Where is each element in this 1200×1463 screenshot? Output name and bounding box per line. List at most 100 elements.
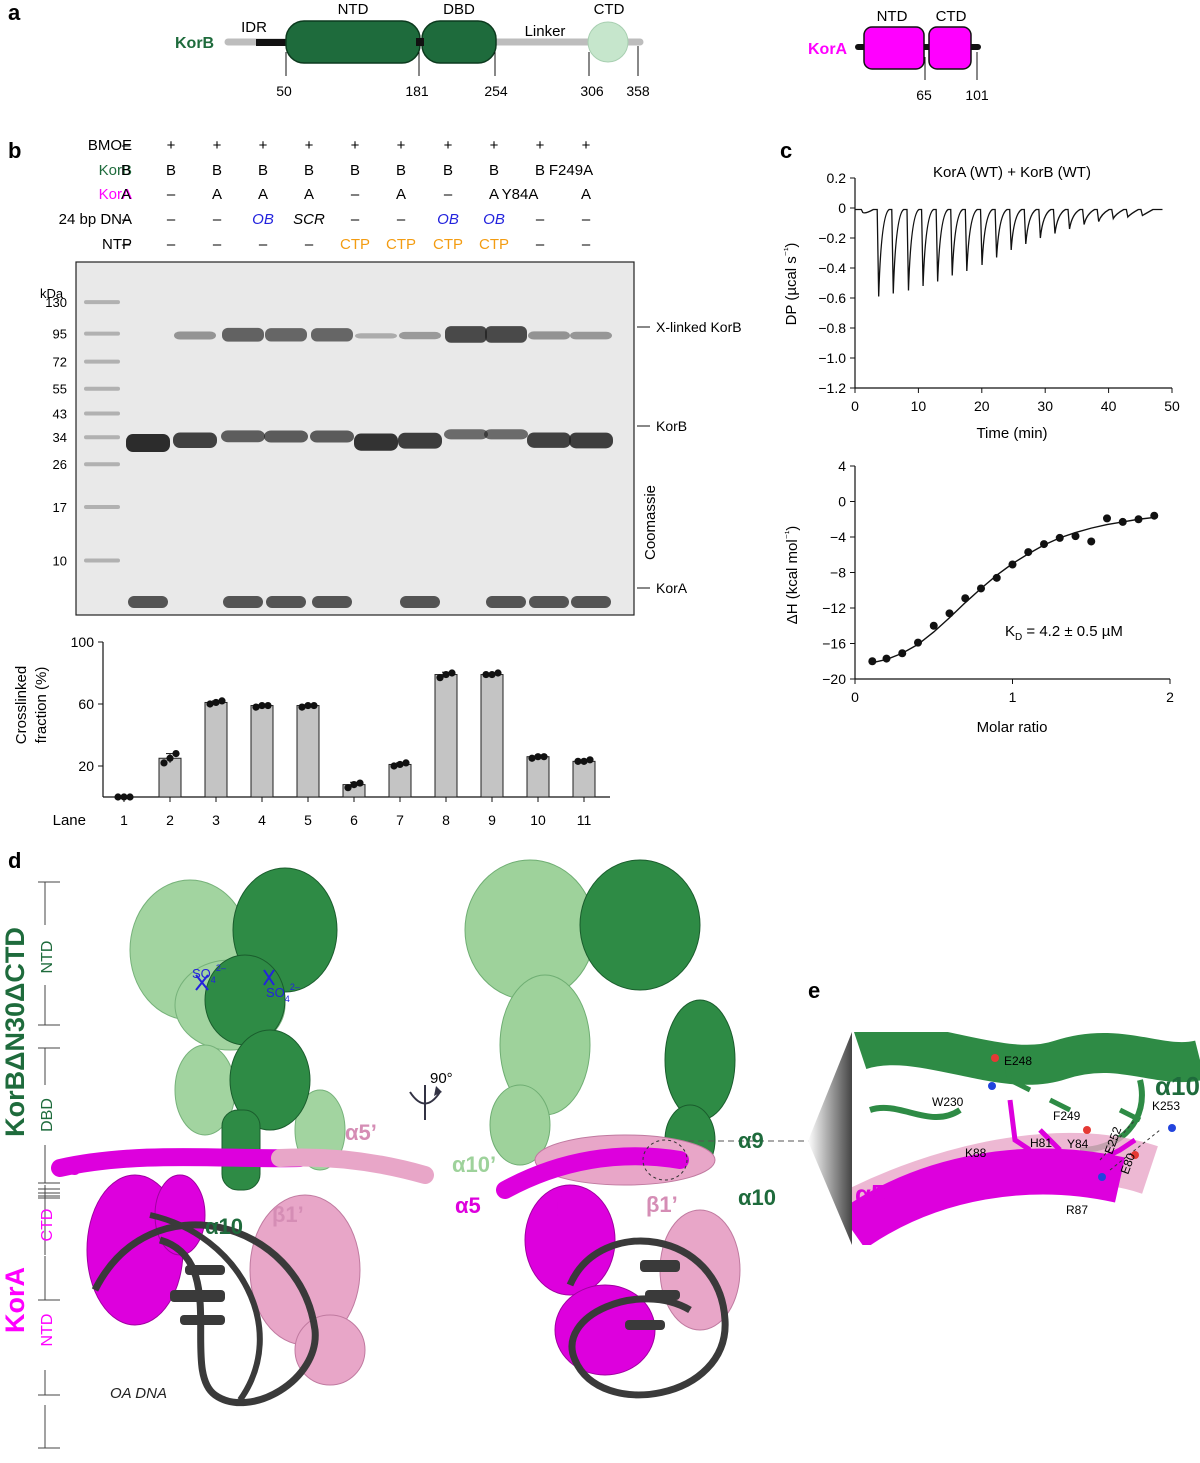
iso-xtick-label-0: 0 [851,689,859,705]
cond-ntp-5: – [305,236,314,253]
bar-lane-7 [388,763,412,798]
cond-ntp-10: – [536,236,545,253]
bar-lane-10 [526,756,550,798]
iso-point-6 [945,609,954,618]
iso-point-2 [882,654,891,663]
bar-xtick-label-4: 4 [258,812,266,828]
iso-point-1 [868,657,877,666]
cond-kora-1: A [121,186,131,203]
rotation-indicator: 90° [409,1070,453,1120]
bar-ytick-label-60: 60 [78,696,94,712]
bar-lane-9 [480,674,504,798]
band-korb-lane-2 [173,432,217,448]
label-beta1prime-left: β1’ [272,1202,304,1227]
replicate-dot-lane-3-1 [206,700,214,708]
row-label-ntp: NTP [102,236,132,253]
kora-domain-diagram: KorA NTD CTD 65 101 [808,8,989,103]
cond-kora-5: A [304,186,314,203]
cond-korb-4: B [258,162,268,179]
res-r87: R87 [1066,1203,1088,1217]
cond-kora-6: – [351,186,360,203]
band-xlinked-lane-7 [399,331,441,340]
gel-marker-34: 34 [53,430,67,445]
iso-ytick-label-1: 0 [838,494,846,510]
band-label-korb: KorB [656,418,687,434]
kd-annotation: KD = 4.2 ± 0.5 µM [1005,623,1123,643]
gel-panel: kDa 130 95 72 55 43 34 26 17 10 X-linked KorB Ko… [40,261,742,616]
gel-marker-10: 10 [53,554,67,569]
iso-ytick-label-3: −8 [830,565,846,581]
gel-marker-72: 72 [53,355,67,370]
kora-pos-65: 65 [916,87,932,103]
replicate-dot-lane-9-2 [488,670,496,679]
label-alpha10-right: α10 [738,1185,776,1210]
replicate-dot-lane-5-1 [298,703,306,711]
iso-ytick-label-4: −12 [822,600,846,616]
cond-dna-7: – [397,211,406,228]
row-label-kora: KorA [99,186,132,203]
bar-xlabel: Lane [53,812,86,829]
band-xlinked-lane-5 [311,328,353,342]
cond-dna-4: OB [252,211,274,228]
gel-marker-130: 130 [45,295,67,310]
band-korb-lane-6 [354,433,398,451]
label-e-alpha5: α5 [855,1179,885,1209]
res-k253: K253 [1152,1099,1180,1113]
band-korb-lane-1 [126,434,170,452]
band-xlinked-lane-10 [528,331,570,340]
itc-trace [855,208,1163,297]
gel-marker-labels: 130 95 72 55 43 34 26 17 10 [45,295,67,568]
panel-label-a: a [8,0,21,25]
iso-ytick-label-5: −16 [822,636,846,652]
cond-korb-3: B [212,162,222,179]
band-kora-lane-7 [400,596,440,608]
ladder-band-34 [84,435,120,440]
kora-domain-ctd-label: CTD [39,1209,56,1242]
korb-pos-254: 254 [484,83,508,99]
korb-junction [416,38,424,46]
itc-xlabel: Time (min) [976,425,1047,442]
replicate-dot-lane-3-2 [212,698,220,707]
cond-dna-1: – [122,211,131,228]
iso-point-16 [1103,514,1111,523]
iso-point-17 [1118,517,1127,526]
res-w230: W230 [932,1095,964,1109]
korb-domain-ntd: NTD [338,1,369,18]
cond-korb-9: B [489,162,499,179]
korb-construct-label: KorBΔN30ΔCTD [0,927,30,1137]
korb-dbd-box [421,20,497,64]
cond-bmoe-5: + [305,137,314,154]
cond-korb-10: B [535,162,545,179]
korb-domain-ntd-label: NTD [39,941,56,974]
replicate-dot-lane-9-3 [494,669,502,677]
cond-korb-5: B [304,162,314,179]
structure-panel-d: NTD DBD CTD NTD KorBΔN30ΔCTD KorA [0,859,852,1449]
row-label-dna: 24 bp DNA [59,211,132,228]
cond-dna-5: SCR [293,211,325,228]
itc-ytick-label-2: −0.2 [818,230,846,246]
replicate-dot-lane-6-2 [350,781,358,789]
cond-korb-11: F249A [549,162,593,179]
replicate-dot-lane-5-2 [304,701,312,710]
iso-point-10 [1008,560,1017,569]
bar-lane-8 [434,674,458,798]
replicate-dot-lane-8-1 [436,674,444,682]
res-h81: H81 [1030,1136,1052,1150]
korb-ctd-circle [587,21,629,63]
itc-title: KorA (WT) + KorB (WT) [933,164,1091,181]
korb-domain-idr: IDR [241,19,267,36]
replicate-dot-lane-2-2 [166,754,174,762]
korb-ntd-box [285,20,421,64]
domain-bracket [38,881,60,1449]
itc-xtick-label-40: 40 [1101,398,1117,414]
gel-kda-label: kDa [40,286,64,301]
cond-korb-2: B [166,162,176,179]
gel-marker-26: 26 [53,457,67,472]
iso-point-13 [1055,533,1064,542]
cond-kora-8: – [444,186,453,203]
replicate-dot-lane-10-1 [528,754,536,762]
cond-bmoe-3: + [213,137,222,154]
cond-kora-10: Y84A [502,186,539,203]
bar-xtick-label-1: 1 [120,812,128,828]
